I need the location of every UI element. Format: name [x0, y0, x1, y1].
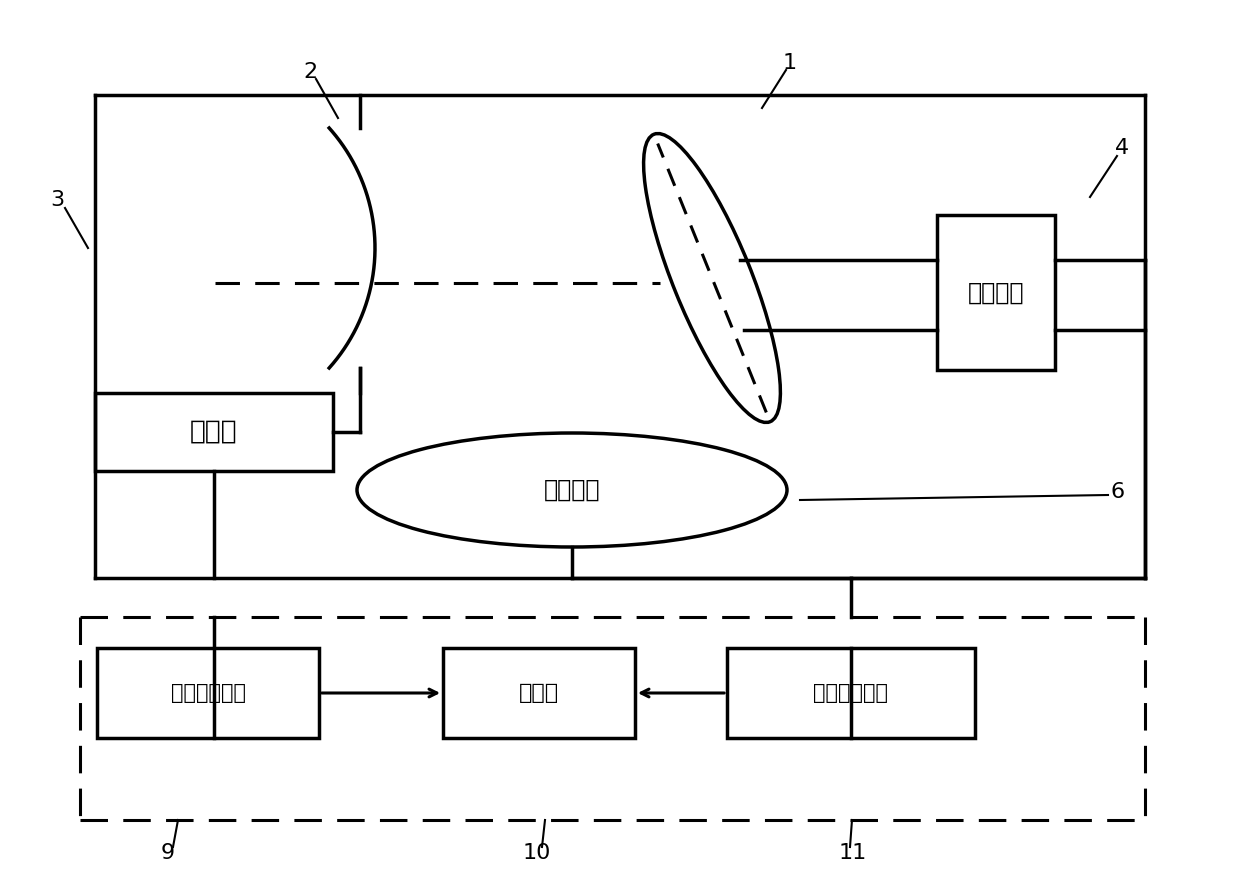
Text: 3: 3 [50, 190, 64, 210]
Text: 10: 10 [523, 843, 552, 863]
Text: 水平转盘: 水平转盘 [544, 478, 600, 502]
Text: 9: 9 [161, 843, 175, 863]
Text: 11: 11 [839, 843, 867, 863]
Bar [727, 648, 975, 738]
Text: 2: 2 [303, 62, 317, 82]
Text: 数据采集单元: 数据采集单元 [171, 683, 246, 703]
Bar [97, 648, 319, 738]
Text: 计算机: 计算机 [518, 683, 559, 703]
Bar [937, 215, 1055, 370]
Text: 扫描控制单元: 扫描控制单元 [813, 683, 889, 703]
Text: 1: 1 [782, 53, 797, 73]
Text: 6: 6 [1111, 482, 1125, 502]
Bar [95, 393, 334, 471]
Text: 纵向转盘: 纵向转盘 [967, 280, 1024, 304]
Text: 辐射计: 辐射计 [190, 419, 238, 445]
Bar [443, 648, 635, 738]
Ellipse shape [644, 133, 780, 422]
Text: 4: 4 [1115, 138, 1130, 158]
Ellipse shape [357, 433, 787, 547]
